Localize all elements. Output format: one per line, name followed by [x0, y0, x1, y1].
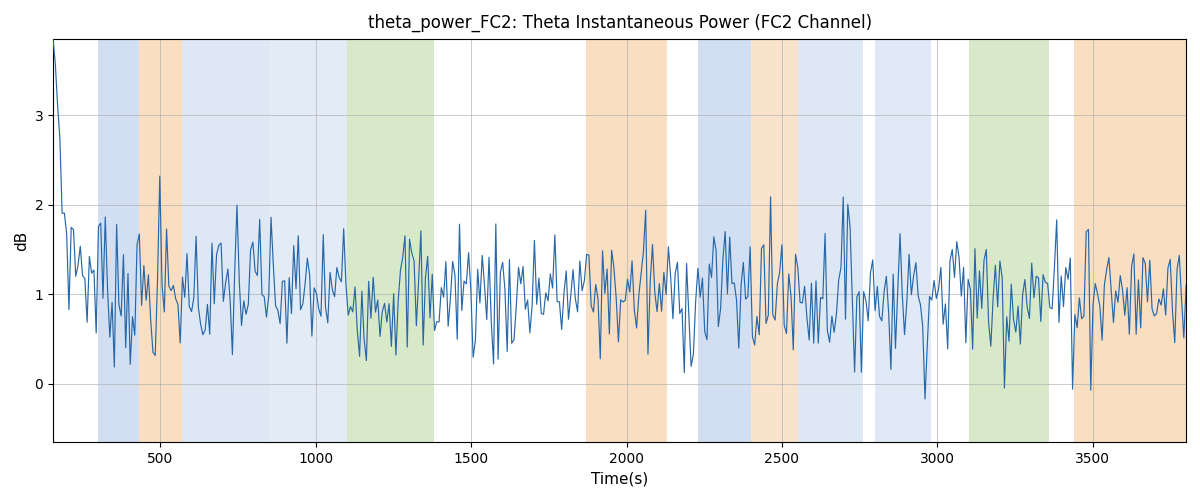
Bar	[98, 39, 138, 442]
Bar	[698, 39, 751, 442]
X-axis label: Time(s): Time(s)	[590, 471, 648, 486]
Bar	[182, 39, 269, 442]
Bar	[798, 39, 863, 442]
Y-axis label: dB: dB	[14, 230, 29, 250]
Bar	[586, 39, 667, 442]
Bar	[875, 39, 931, 442]
Bar	[751, 39, 798, 442]
Bar	[269, 39, 347, 442]
Title: theta_power_FC2: Theta Instantaneous Power (FC2 Channel): theta_power_FC2: Theta Instantaneous Pow…	[367, 14, 871, 32]
Bar	[138, 39, 182, 442]
Bar	[1074, 39, 1186, 442]
Bar	[968, 39, 1049, 442]
Bar	[347, 39, 434, 442]
